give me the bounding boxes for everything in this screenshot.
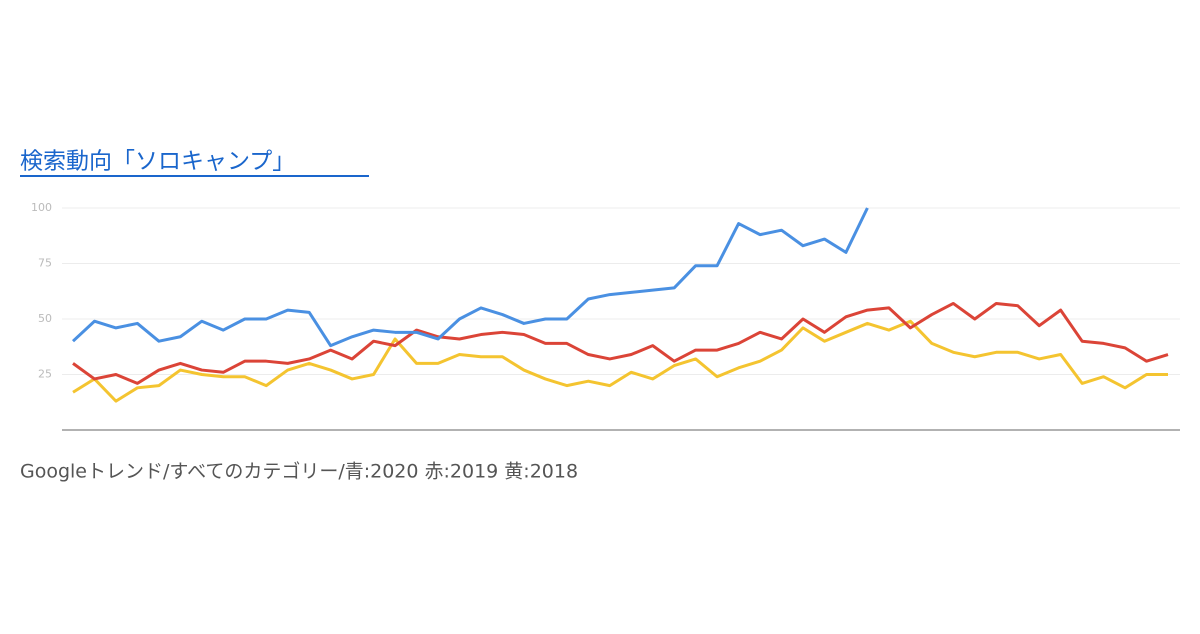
chart-title-link[interactable]: 検索動向「ソロキャンプ」 [20, 149, 295, 175]
y-tick-label: 100 [31, 201, 52, 214]
caption: Googleトレンド/すべてのカテゴリー/青:2020 赤:2019 黄:201… [20, 461, 578, 483]
y-tick-label: 75 [38, 257, 52, 270]
series-line [72, 319, 1168, 403]
series-line [72, 301, 1169, 385]
y-tick-label: 50 [38, 312, 52, 325]
series-line [71, 207, 869, 348]
y-tick-label: 25 [38, 368, 52, 381]
